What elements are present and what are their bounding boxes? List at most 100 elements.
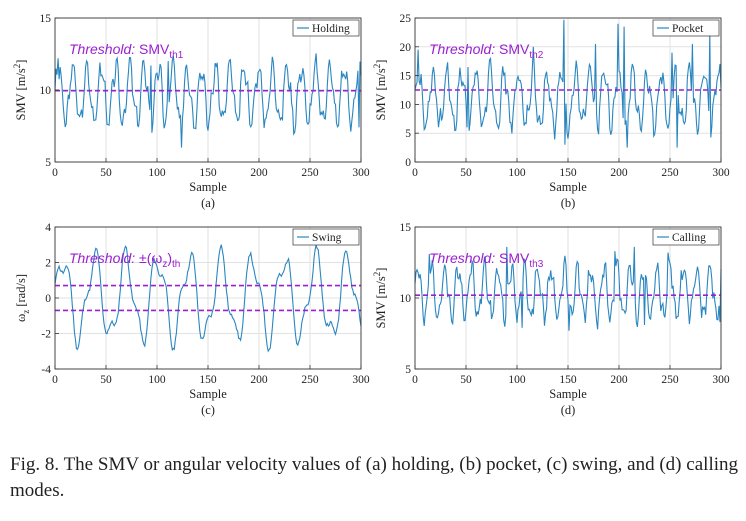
x-tick-label: 0 <box>412 167 418 179</box>
legend-box <box>292 19 360 37</box>
x-tick-label: 250 <box>661 167 679 179</box>
threshold-label: SMV <box>499 41 530 57</box>
threshold-prefix: Threshold: <box>429 250 499 266</box>
y-axis-label-sup: 2 <box>372 64 382 69</box>
threshold-sub: th3 <box>529 259 543 270</box>
y-axis-label-end: ] <box>14 60 28 64</box>
y-tick-label: 10 <box>400 99 412 111</box>
x-tick-label: 0 <box>412 374 418 386</box>
panel-label: (b) <box>561 196 576 210</box>
y-tick-label: 15 <box>400 71 412 83</box>
threshold-annotation: Threshold: SMVth2 <box>429 41 544 61</box>
y-axis-label-main: ω <box>14 314 28 322</box>
x-tick-label: 150 <box>199 167 217 179</box>
x-tick-label: 200 <box>250 167 268 179</box>
threshold-sub: z <box>162 259 167 270</box>
threshold-annotation: Threshold: SMVth1 <box>69 41 184 61</box>
threshold-sub2: th <box>172 259 180 270</box>
x-tick-label: 100 <box>508 374 526 386</box>
series-line-calling <box>414 246 722 331</box>
series-line-pocket <box>414 19 722 148</box>
legend-box <box>292 228 360 246</box>
y-tick-label: 0 <box>45 293 51 305</box>
x-axis-label: Sample <box>549 387 587 401</box>
panel-a: 0 50 100 150 200 250 300 5 10 15 Sample (a) SMV [m/s… <box>12 13 370 210</box>
figure-caption: Fig. 8. The SMV or angular velocity valu… <box>10 454 738 501</box>
x-axis-label: Sample <box>549 180 587 194</box>
y-tick-label: 15 <box>400 222 412 234</box>
threshold-prefix: Threshold: <box>69 250 139 266</box>
legend-box <box>652 19 720 37</box>
x-tick-label: 250 <box>661 374 679 386</box>
x-tick-label: 200 <box>250 374 268 386</box>
y-axis-label-main: SMV [m/s <box>374 68 388 120</box>
threshold-annotation: Threshold: SMVth3 <box>429 250 544 270</box>
legend-label: Swing <box>312 232 342 244</box>
x-tick-label: 50 <box>460 167 472 179</box>
x-tick-label: 150 <box>559 167 577 179</box>
threshold-prefix: Threshold: <box>69 41 139 57</box>
threshold-prefix: Threshold: <box>429 41 499 57</box>
x-axis-label: Sample <box>189 387 227 401</box>
y-axis-label-main: SMV [m/s <box>374 276 388 328</box>
x-tick-label: 150 <box>559 374 577 386</box>
y-axis-label-sup: 2 <box>372 272 382 277</box>
panel-label: (c) <box>201 403 215 417</box>
y-axis-label: SMV [m/s2] <box>12 60 28 121</box>
y-axis-label-main: SMV [m/s <box>14 68 28 120</box>
x-tick-label: 50 <box>460 374 472 386</box>
panel-d: 0 50 100 150 200 250 300 5 10 15 Sample (d) SMV [m/s… <box>372 222 730 417</box>
threshold-sub: th1 <box>169 50 183 61</box>
x-tick-label: 250 <box>301 374 319 386</box>
legend-label: Calling <box>672 232 706 244</box>
x-tick-label: 50 <box>100 167 112 179</box>
x-tick-label: 300 <box>352 167 370 179</box>
legend-label: Pocket <box>672 23 704 35</box>
x-tick-label: 300 <box>352 374 370 386</box>
y-axis-label: SMV [m/s2] <box>372 268 388 329</box>
x-tick-label: 0 <box>52 167 58 179</box>
y-tick-label: 10 <box>400 293 412 305</box>
y-tick-label: 10 <box>40 85 52 97</box>
y-tick-label: 5 <box>405 128 411 140</box>
panel-label: (a) <box>201 196 215 210</box>
legend-label: Holding <box>312 23 350 35</box>
series-line-swing <box>54 242 362 353</box>
threshold-annotation: Threshold: ±(ωz)th <box>69 250 180 270</box>
y-axis-label-end: ] <box>374 268 388 272</box>
y-tick-label: 2 <box>45 258 51 270</box>
x-tick-label: 250 <box>301 167 319 179</box>
y-tick-label: 15 <box>40 13 52 25</box>
y-tick-label: 25 <box>400 13 412 25</box>
x-tick-label: 150 <box>199 374 217 386</box>
panel-b: 0 50 100 150 200 250 300 0 5 10 15 20 25 Sample (b) SMV… <box>372 13 730 210</box>
x-tick-label: 100 <box>148 167 166 179</box>
y-axis-label: ωz [rad/s] <box>14 274 31 322</box>
x-tick-label: 100 <box>148 374 166 386</box>
y-tick-label: 20 <box>400 42 412 54</box>
x-axis-label: Sample <box>189 180 227 194</box>
series-line-holding <box>54 53 362 148</box>
y-tick-label: -4 <box>41 364 51 376</box>
y-tick-label: 0 <box>405 157 411 169</box>
y-tick-label: 5 <box>405 364 411 376</box>
threshold-label: SMV <box>139 41 170 57</box>
threshold-sub: th2 <box>529 50 543 61</box>
y-tick-label: -2 <box>41 329 51 341</box>
y-axis-label-sub: z <box>21 310 31 314</box>
threshold-after: ) <box>167 250 172 266</box>
x-tick-label: 300 <box>712 374 730 386</box>
x-tick-label: 200 <box>610 374 628 386</box>
x-tick-label: 100 <box>508 167 526 179</box>
legend-box <box>652 228 720 246</box>
y-axis-label-sup: 2 <box>12 64 22 69</box>
x-tick-label: 300 <box>712 167 730 179</box>
x-tick-label: 50 <box>100 374 112 386</box>
x-tick-label: 0 <box>52 374 58 386</box>
y-tick-label: 5 <box>45 157 51 169</box>
y-axis-label-end: [rad/s] <box>14 274 28 310</box>
threshold-label: SMV <box>499 250 530 266</box>
